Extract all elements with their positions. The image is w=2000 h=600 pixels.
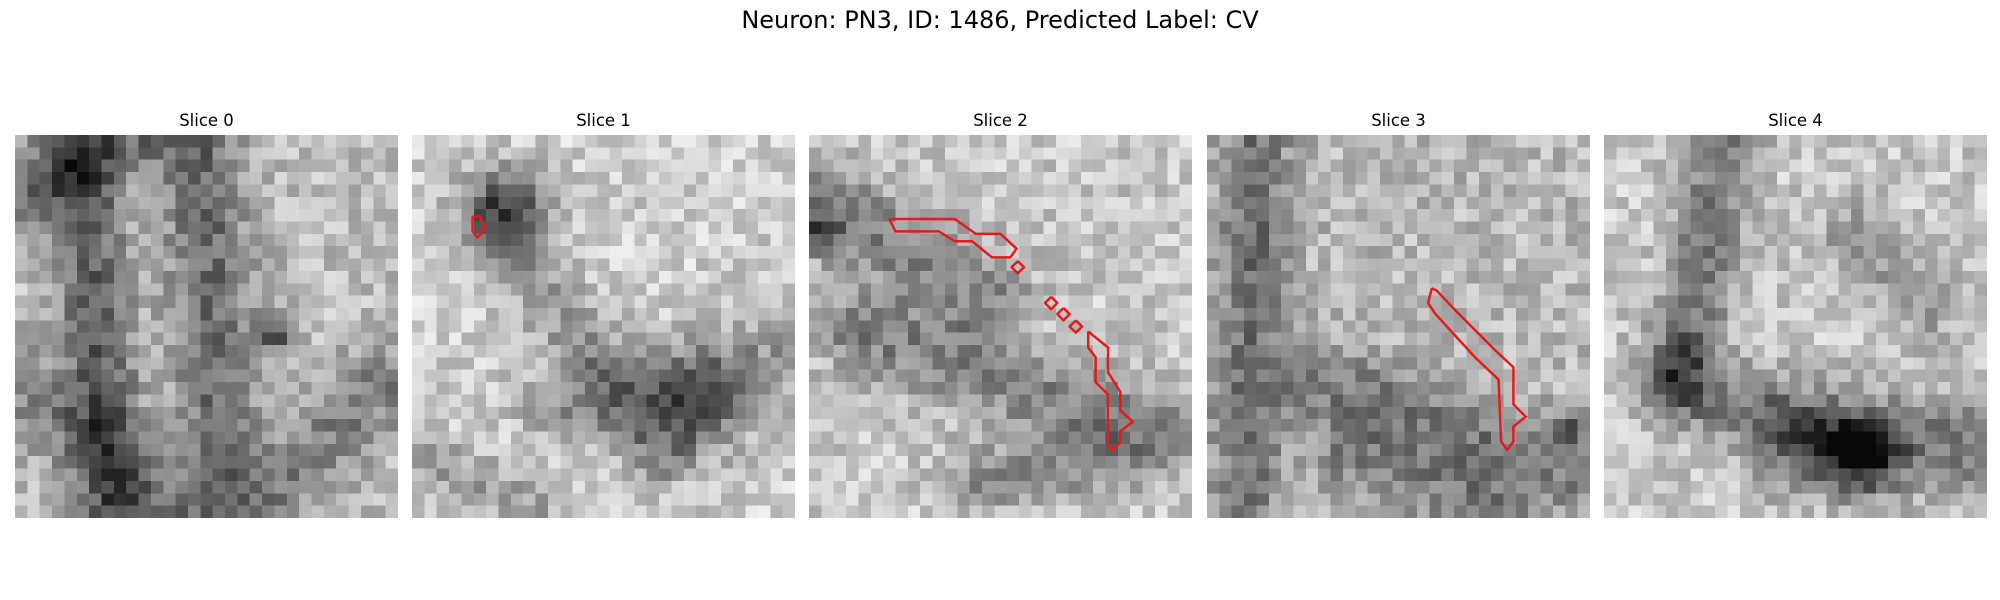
segmentation-contour: [1086, 330, 1134, 452]
segmentation-contour: [1068, 319, 1084, 334]
slice-image: [809, 135, 1192, 518]
segmentation-contour: [888, 217, 1018, 259]
slice-panel-4: Slice 4: [1604, 108, 1987, 518]
slice-title: Slice 3: [1371, 111, 1426, 130]
slice-title: Slice 1: [576, 111, 631, 130]
segmentation-contour: [1043, 295, 1059, 311]
slice-image: [1207, 135, 1590, 518]
slice-panel-1: Slice 1: [412, 108, 795, 518]
segmentation-contour: [471, 215, 485, 239]
slice-image: [1604, 135, 1987, 518]
segmentation-contour: [1056, 307, 1071, 322]
slice-title: Slice 2: [973, 111, 1028, 130]
segmentation-contour: [1426, 287, 1527, 452]
slice-panel-2: Slice 2: [809, 108, 1192, 518]
figure-title: Neuron: PN3, ID: 1486, Predicted Label: …: [741, 6, 1259, 34]
segmentation-contour: [1010, 260, 1026, 275]
slice-image: [412, 135, 795, 518]
slice-image: [15, 135, 398, 518]
slice-title: Slice 4: [1768, 111, 1823, 130]
slice-title: Slice 0: [179, 111, 234, 130]
slice-panel-0: Slice 0: [15, 108, 398, 518]
slice-panel-3: Slice 3: [1207, 108, 1590, 518]
